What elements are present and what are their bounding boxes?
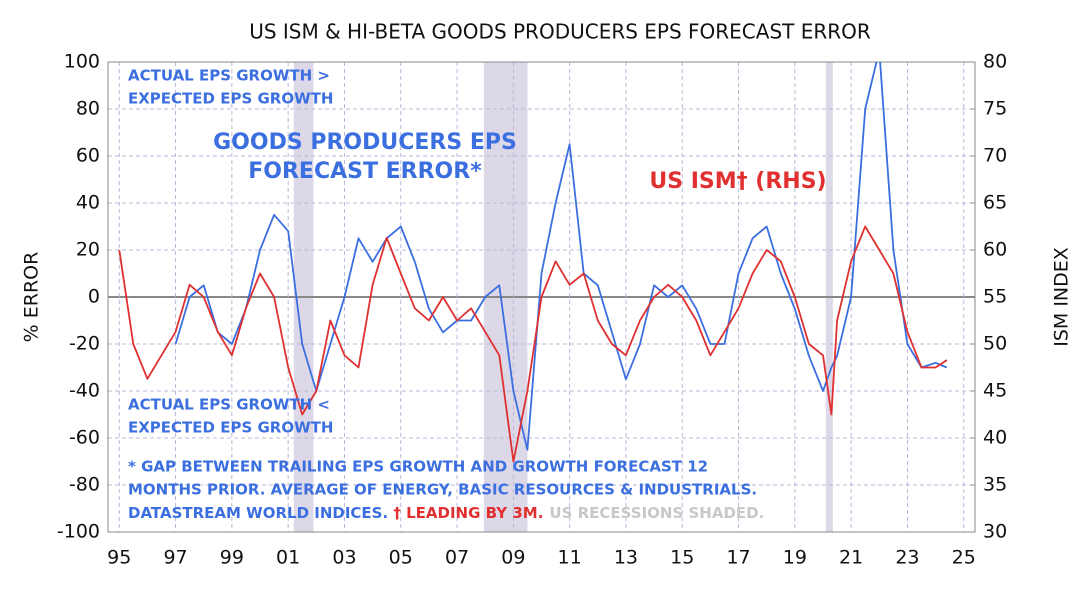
y2-tick-label: 70 <box>983 145 1007 167</box>
x-tick-label: 15 <box>670 547 694 569</box>
x-tick-label: 01 <box>276 547 300 569</box>
y-tick-label: 80 <box>76 98 100 120</box>
footnote: MONTHS PRIOR. AVERAGE OF ENERGY, BASIC R… <box>128 481 757 499</box>
footnote: DATASTREAM WORLD INDICES. † LEADING BY 3… <box>128 504 764 522</box>
x-tick-label: 13 <box>614 547 638 569</box>
x-tick-label: 07 <box>445 547 469 569</box>
x-tick-label: 95 <box>107 547 131 569</box>
y2-tick-label: 50 <box>983 333 1007 355</box>
chart-title: US ISM & HI-BETA GOODS PRODUCERS EPS FOR… <box>249 20 871 44</box>
y-tick-label: -20 <box>69 333 100 355</box>
y-tick-label: -100 <box>57 521 100 543</box>
annotation: ACTUAL EPS GROWTH < <box>128 396 330 414</box>
footnote: US RECESSIONS SHADED. <box>549 504 764 522</box>
x-tick-label: 11 <box>558 547 582 569</box>
x-tick-label: 99 <box>220 547 244 569</box>
y2-tick-label: 35 <box>983 474 1007 496</box>
y-tick-label: 60 <box>76 145 100 167</box>
annotation: EXPECTED EPS GROWTH <box>128 419 333 437</box>
footnote: † LEADING BY 3M. <box>393 504 543 522</box>
y2-axis-label: ISM INDEX <box>1051 247 1073 347</box>
y-tick-label: -60 <box>69 427 100 449</box>
y-tick-label: -80 <box>69 474 100 496</box>
y-tick-label: 100 <box>64 51 100 73</box>
series-label: GOODS PRODUCERS EPS <box>213 130 517 155</box>
footnote: DATASTREAM WORLD INDICES. <box>128 504 393 522</box>
x-tick-label: 19 <box>783 547 807 569</box>
y2-tick-label: 75 <box>983 98 1007 120</box>
x-tick-label: 97 <box>163 547 187 569</box>
y2-tick-label: 40 <box>983 427 1007 449</box>
series-label: FORECAST ERROR* <box>248 159 482 184</box>
annotation: ACTUAL EPS GROWTH > <box>128 67 330 85</box>
y2-tick-label: 65 <box>983 192 1007 214</box>
x-tick-label: 03 <box>332 547 356 569</box>
x-tick-label: 05 <box>389 547 413 569</box>
footnote: * GAP BETWEEN TRAILING EPS GROWTH AND GR… <box>128 458 708 476</box>
y-axis-label: % ERROR <box>21 252 43 343</box>
x-tick-label: 23 <box>895 547 919 569</box>
series-line <box>118 225 948 463</box>
annotation: EXPECTED EPS GROWTH <box>128 90 333 108</box>
series-label: US ISM† (RHS) <box>649 169 826 194</box>
y-tick-label: -40 <box>69 380 100 402</box>
y2-tick-label: 45 <box>983 380 1007 402</box>
x-tick-label: 25 <box>952 547 976 569</box>
y-tick-label: 0 <box>88 286 100 308</box>
y2-tick-label: 60 <box>983 239 1007 261</box>
x-tick-label: 09 <box>501 547 525 569</box>
y2-tick-label: 30 <box>983 521 1007 543</box>
y2-tick-label: 55 <box>983 286 1007 308</box>
x-tick-label: 17 <box>726 547 750 569</box>
y-tick-label: 40 <box>76 192 100 214</box>
y2-tick-label: 80 <box>983 51 1007 73</box>
y-tick-label: 20 <box>76 239 100 261</box>
series-line <box>174 62 948 451</box>
x-tick-label: 21 <box>839 547 863 569</box>
